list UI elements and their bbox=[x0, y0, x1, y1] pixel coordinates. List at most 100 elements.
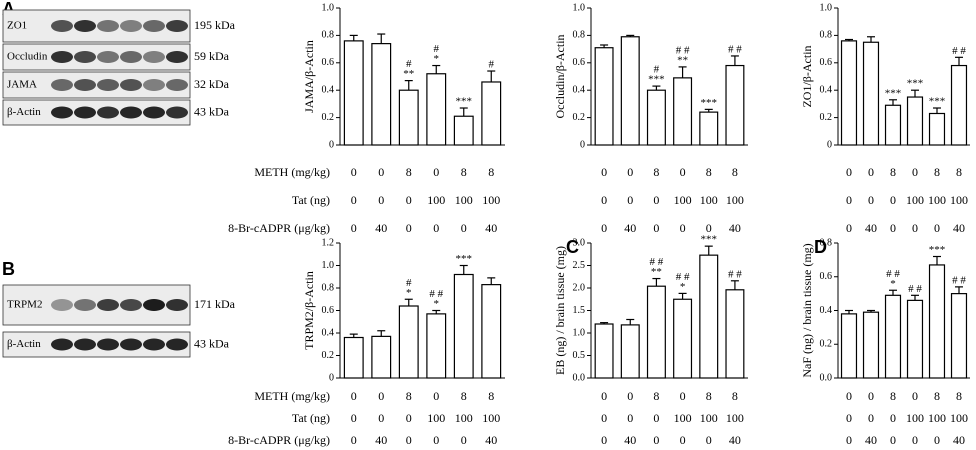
significance-mark: # # bbox=[886, 268, 900, 280]
bar bbox=[343, 40, 364, 146]
bar bbox=[371, 335, 392, 379]
bar bbox=[725, 64, 745, 146]
y-tick-label: 0.6 bbox=[322, 305, 335, 316]
treatment-value: 8 bbox=[461, 389, 467, 403]
panel-letter: D bbox=[814, 237, 827, 257]
treatment-value: 0 bbox=[653, 433, 659, 447]
blot-band bbox=[143, 338, 165, 351]
treatment-value: 0 bbox=[846, 221, 852, 235]
treatment-value: 0 bbox=[890, 433, 896, 447]
y-tick-label: 2.5 bbox=[573, 260, 586, 271]
y-tick-label: 0.6 bbox=[322, 57, 335, 68]
treatment-value: 8 bbox=[956, 165, 962, 179]
treatment-value: 0 bbox=[912, 433, 918, 447]
y-tick-label: 0.8 bbox=[820, 237, 833, 248]
treatment-value: 100 bbox=[427, 193, 445, 207]
blot-band bbox=[120, 20, 142, 32]
treatment-label: METH (mg/kg) bbox=[254, 165, 330, 179]
treatment-value: 0 bbox=[846, 433, 852, 447]
treatment-value: 0 bbox=[846, 411, 852, 425]
y-tick-label: 0.4 bbox=[322, 327, 335, 338]
blot-band bbox=[74, 338, 96, 351]
y-tick-label: 0.4 bbox=[322, 84, 335, 95]
treatment-value: 0 bbox=[706, 221, 712, 235]
treatment-value: 100 bbox=[700, 411, 718, 425]
treatment-label: Tat (ng) bbox=[292, 411, 330, 425]
blot-band bbox=[74, 299, 96, 311]
treatment-value: 0 bbox=[351, 433, 357, 447]
y-tick-label: 0.8 bbox=[322, 282, 335, 293]
bar bbox=[646, 285, 666, 379]
band-label: TRPM2 bbox=[7, 299, 42, 311]
label-bg bbox=[4, 45, 48, 69]
treatment-value: 0 bbox=[846, 389, 852, 403]
significance-mark: *** bbox=[456, 96, 473, 108]
blot-band bbox=[143, 51, 165, 63]
y-tick-label: 1.5 bbox=[573, 305, 586, 316]
treatment-value: 0 bbox=[601, 389, 607, 403]
treatment-value: 100 bbox=[906, 411, 924, 425]
bar bbox=[620, 36, 640, 146]
significance-mark: ** bbox=[651, 266, 662, 278]
y-tick-label: 0.6 bbox=[573, 57, 586, 68]
treatment-value: 0 bbox=[351, 193, 357, 207]
treatment-value: 0 bbox=[868, 389, 874, 403]
treatment-value: 0 bbox=[890, 221, 896, 235]
treatment-value: 0 bbox=[378, 411, 384, 425]
significance-mark: # # bbox=[676, 44, 690, 56]
bar bbox=[906, 96, 924, 146]
treatment-value: 0 bbox=[627, 389, 633, 403]
bar bbox=[673, 298, 693, 379]
y-tick-label: 0.4 bbox=[820, 84, 833, 95]
blot-band bbox=[120, 299, 142, 311]
significance-mark: ** bbox=[677, 54, 688, 66]
treatment-value: 0 bbox=[406, 221, 412, 235]
treatment-value: 8 bbox=[653, 165, 659, 179]
significance-mark: * bbox=[434, 298, 440, 310]
treatment-value: 0 bbox=[351, 221, 357, 235]
y-tick-label: 0 bbox=[329, 139, 334, 150]
treatment-value: 100 bbox=[906, 193, 924, 207]
blot-band bbox=[74, 20, 96, 32]
bar bbox=[594, 323, 614, 379]
y-tick-label: 0 bbox=[580, 139, 585, 150]
treatment-value: 0 bbox=[706, 433, 712, 447]
significance-mark: *** bbox=[648, 74, 665, 86]
band-label: Occludin bbox=[7, 51, 48, 63]
y-tick-label: 0.2 bbox=[322, 350, 335, 361]
y-tick-label: 1.2 bbox=[322, 237, 335, 248]
significance-mark: ** bbox=[403, 68, 414, 80]
treatment-value: 0 bbox=[680, 389, 686, 403]
y-axis-label: TRPM2/β-Actin bbox=[302, 271, 316, 350]
significance-mark: # bbox=[406, 58, 412, 70]
treatment-value: 40 bbox=[375, 433, 387, 447]
treatment-value: 100 bbox=[455, 411, 473, 425]
y-tick-label: 0.8 bbox=[322, 30, 335, 41]
blot-band bbox=[74, 51, 96, 63]
y-tick-label: 0 bbox=[329, 372, 334, 383]
band-size: 59 kDa bbox=[194, 49, 230, 63]
y-tick-label: 1.0 bbox=[573, 2, 586, 13]
y-axis-label: ZO1/β-Actin bbox=[800, 45, 814, 107]
bar bbox=[594, 47, 614, 146]
treatment-value: 100 bbox=[427, 411, 445, 425]
treatment-value: 0 bbox=[433, 389, 439, 403]
blot-band bbox=[120, 79, 142, 91]
blot-band bbox=[97, 79, 119, 91]
treatment-value: 8 bbox=[732, 389, 738, 403]
bar bbox=[620, 324, 640, 379]
treatment-value: 0 bbox=[846, 165, 852, 179]
panel-letter: B bbox=[2, 259, 15, 279]
blot-band bbox=[51, 106, 73, 119]
blot-band bbox=[120, 106, 142, 119]
blot-band bbox=[51, 338, 73, 351]
bar bbox=[343, 336, 364, 379]
treatment-value: 0 bbox=[351, 165, 357, 179]
blot-band bbox=[143, 79, 165, 91]
bar bbox=[928, 112, 946, 146]
blot-band bbox=[51, 51, 73, 63]
bar bbox=[481, 81, 502, 146]
treatment-value: 40 bbox=[865, 433, 877, 447]
bar bbox=[398, 305, 419, 379]
